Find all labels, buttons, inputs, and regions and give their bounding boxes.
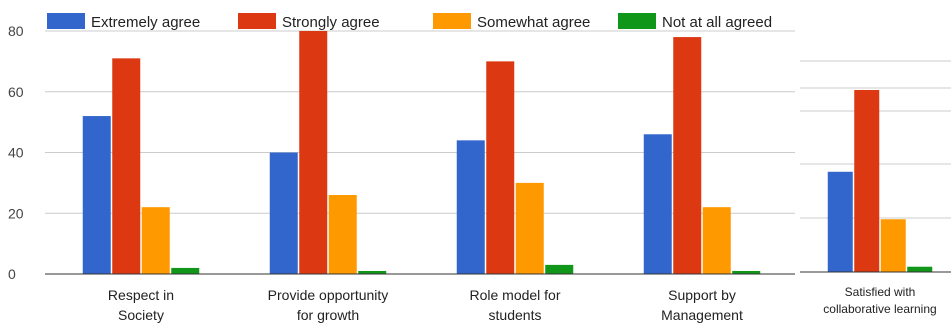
bar (299, 31, 328, 274)
bar (880, 219, 906, 272)
bar (827, 171, 853, 272)
bar (328, 195, 357, 274)
bar (486, 61, 515, 274)
x-tick-label: Respect in Society (108, 287, 174, 323)
bar (141, 207, 170, 274)
legend-item: Extremely agree (47, 13, 200, 31)
bar (907, 266, 933, 272)
y-tick-label: 0 (8, 266, 16, 282)
bar (515, 182, 544, 274)
legend-label: Not at all agreed (662, 14, 772, 31)
y-tick-label: 60 (8, 84, 24, 100)
bar (171, 267, 200, 274)
legend-swatch (618, 13, 656, 29)
legend-swatch (238, 13, 276, 29)
bar (82, 116, 111, 274)
bars (82, 31, 933, 275)
legend-item: Strongly agree (238, 13, 380, 31)
bar (112, 58, 141, 275)
bar (732, 270, 761, 274)
bar (456, 140, 485, 274)
x-tick-label: Satisfied with collaborative learning (823, 285, 936, 316)
legend-swatch (433, 13, 471, 29)
legend-label: Strongly agree (282, 14, 380, 31)
legend-item: Somewhat agree (433, 13, 590, 31)
bar (673, 37, 702, 275)
legend-label: Extremely agree (91, 14, 200, 31)
x-tick-label: Provide opportunity for growth (268, 287, 389, 323)
axes: 0 20 40 60 80 (8, 23, 951, 282)
legend-label: Somewhat agree (477, 14, 590, 31)
bar (702, 207, 731, 274)
x-tick-label: Role model for students (469, 287, 560, 323)
bar (269, 152, 298, 274)
legend: Extremely agree Strongly agree Somewhat ag… (47, 13, 772, 31)
bar (545, 264, 574, 274)
legend-item: Not at all agreed (618, 13, 772, 31)
bar (358, 270, 387, 274)
category-labels: Respect in Society Provide opportunity for … (108, 285, 937, 323)
y-tick-label: 40 (8, 145, 24, 161)
bar (854, 90, 880, 272)
y-tick-label: 80 (8, 23, 24, 39)
bar (643, 134, 672, 274)
legend-swatch (47, 13, 85, 29)
y-tick-label: 20 (8, 205, 24, 221)
x-tick-label: Support by Management (661, 287, 743, 323)
